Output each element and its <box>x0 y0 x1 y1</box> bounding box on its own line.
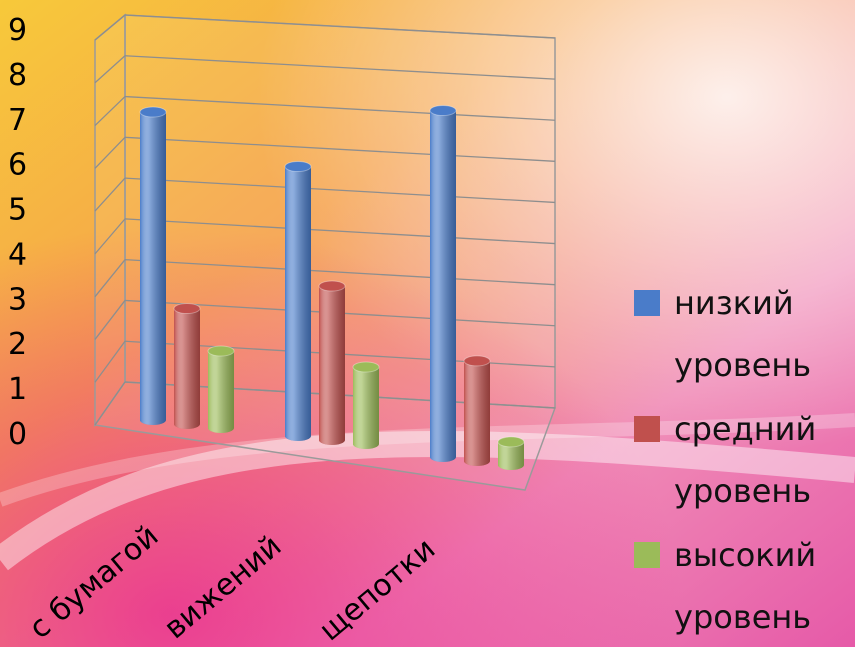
legend-item-high: высокий уровень <box>634 524 849 650</box>
y-tick-label: 1 <box>8 372 27 407</box>
y-tick-label: 2 <box>8 327 27 362</box>
bar-shade <box>464 360 490 466</box>
bar-top <box>429 105 457 116</box>
legend: низкий уровень средний уровень высокий у… <box>634 272 849 650</box>
y-tick-label: 3 <box>8 282 27 317</box>
bar-shade <box>353 367 379 449</box>
bar-shade <box>430 110 456 462</box>
bar-shade <box>140 112 166 425</box>
bar-top <box>497 436 525 448</box>
bar-0-2 <box>429 105 457 462</box>
side-gridline <box>94 218 126 255</box>
gridline <box>124 259 556 286</box>
y-axis-ticks: 0 1 2 3 4 5 6 7 8 9 <box>8 13 27 452</box>
side-gridline <box>94 55 126 84</box>
bar-top <box>352 361 380 373</box>
bar-shade <box>285 166 311 441</box>
legend-item-medium: средний уровень <box>634 398 849 524</box>
legend-label-medium: средний уровень <box>674 410 817 510</box>
bar-top <box>173 303 201 314</box>
bar-shade <box>319 286 345 445</box>
bar-top <box>139 106 167 118</box>
legend-label-high: высокий уровень <box>674 536 817 636</box>
y-tick-label: 0 <box>8 417 27 452</box>
gridline <box>124 218 556 245</box>
gridline <box>124 14 556 39</box>
gridline <box>124 177 556 204</box>
y-tick-label: 7 <box>8 103 27 138</box>
bar-shade <box>208 351 234 433</box>
bar-2-1 <box>352 361 380 449</box>
legend-item-low: низкий уровень <box>634 272 849 398</box>
bar-1-0 <box>173 303 201 429</box>
bar-top <box>284 161 312 172</box>
bar-0-1 <box>284 161 312 441</box>
y-tick-label: 8 <box>8 58 27 93</box>
bar-shade <box>498 441 524 470</box>
side-gridline <box>94 14 126 41</box>
y-tick-label: 5 <box>8 193 27 228</box>
bar-top <box>207 345 235 357</box>
side-gridline <box>94 96 126 127</box>
y-tick-label: 6 <box>8 148 27 183</box>
legend-swatch-low <box>634 290 660 316</box>
side-gridline <box>94 177 126 212</box>
legend-swatch-medium <box>634 416 660 442</box>
side-gridline <box>94 136 126 169</box>
side-wall <box>94 13 126 428</box>
bar-top <box>463 355 491 367</box>
legend-label-low: низкий уровень <box>674 284 812 384</box>
legend-swatch-high <box>634 542 660 568</box>
y-tick-label: 9 <box>8 13 27 48</box>
bar-1-2 <box>463 355 491 466</box>
bar-0-0 <box>139 106 167 425</box>
side-gridline <box>94 340 126 383</box>
category-label: вижений <box>158 529 289 647</box>
side-gridline <box>94 259 126 298</box>
bar-2-2 <box>497 436 525 470</box>
bars <box>139 105 525 470</box>
gridline <box>124 95 556 121</box>
bar-top <box>318 280 346 292</box>
side-gridline <box>94 300 126 340</box>
gridline <box>124 55 556 80</box>
bar-shade <box>174 308 200 429</box>
category-label: щепотки <box>313 531 443 647</box>
gridline <box>124 136 556 162</box>
bar-1-1 <box>318 280 346 445</box>
side-gridline <box>94 381 126 426</box>
y-tick-label: 4 <box>8 237 27 272</box>
bar-2-0 <box>207 345 235 433</box>
category-label: с бумагой <box>23 518 166 646</box>
